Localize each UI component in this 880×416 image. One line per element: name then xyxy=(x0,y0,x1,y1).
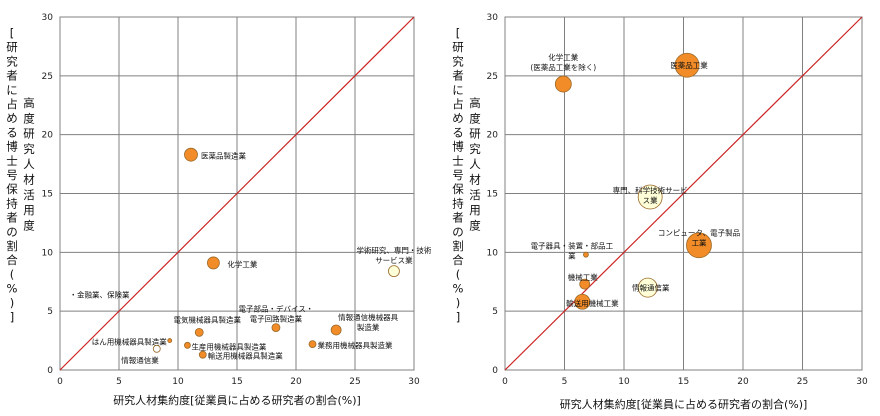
scatter-chart-left: 0 5 10 15 20 25 30 0 5 10 15 20 25 30 研究人材集約度[従業員に占める研… xyxy=(6,13,432,407)
data-label: 輸送用機械工業 xyxy=(566,298,619,308)
y-axis-label: 高度研究人材活用度 xyxy=(469,96,481,232)
y-tick-label: 30 xyxy=(487,13,499,23)
data-point[interactable] xyxy=(152,344,161,353)
y-axis-sublabel: [研究者に占める博士号保持者の割合(%)] xyxy=(6,26,18,324)
x-tick-label: 30 xyxy=(408,377,420,387)
data-point[interactable] xyxy=(674,52,700,78)
x-tick-label: 15 xyxy=(231,377,242,387)
data-label: ・金融業、保険業 xyxy=(70,290,130,300)
x-axis-label: 研究人材集約度[従業員に占める研究者の割合(%)] xyxy=(113,393,361,407)
data-point[interactable] xyxy=(198,350,207,359)
y-tick-label: 0 xyxy=(492,366,498,376)
y-tick-label: 20 xyxy=(487,131,499,141)
x-tick-label: 30 xyxy=(856,377,868,387)
y-tick-label: 20 xyxy=(42,131,54,141)
data-label: 学術研究、専門・技術サービス業 xyxy=(356,245,431,265)
data-label: 医薬品工業 xyxy=(670,60,708,70)
data-point[interactable] xyxy=(308,340,317,349)
y-axis-label: 高度研究人材活用度 xyxy=(23,96,35,232)
y-tick-label: 5 xyxy=(492,307,498,317)
data-point[interactable] xyxy=(388,265,400,278)
data-point[interactable] xyxy=(330,324,342,336)
x-tick-label: 20 xyxy=(737,377,749,387)
x-tick-label: 10 xyxy=(172,377,184,387)
x-tick-label: 25 xyxy=(797,377,808,387)
y-tick-label: 10 xyxy=(42,248,54,258)
y-tick-label: 25 xyxy=(487,72,498,82)
x-tick-label: 0 xyxy=(502,377,508,387)
x-axis-label: 研究人材集約度[従業員に占める研究者の割合(%)] xyxy=(560,397,808,411)
data-point[interactable] xyxy=(637,184,663,210)
x-tick-label: 20 xyxy=(290,377,302,387)
y-tick-label: 5 xyxy=(47,307,53,317)
data-label: 医薬品製造業 xyxy=(201,151,246,161)
data-point[interactable] xyxy=(554,75,572,93)
y-axis-sublabel: [研究者に占める博士号保持者の割合(%)] xyxy=(452,26,464,324)
y-tick-label: 30 xyxy=(42,13,54,23)
data-label: 情報通信業 xyxy=(632,283,670,293)
data-point[interactable] xyxy=(574,293,591,310)
data-label: 電子器具・装置・部品工業 xyxy=(531,241,614,261)
y-tick-label: 10 xyxy=(487,248,499,258)
diagonal-reference-line xyxy=(59,16,415,371)
y-tick-label: 25 xyxy=(42,72,53,82)
scatter-chart-right: 0 5 10 15 20 25 30 0 5 10 15 20 25 30 研究人材集約度[従業員に占める研… xyxy=(452,13,868,411)
data-label: 生産用機械器具製造業 xyxy=(191,341,266,351)
data-label: 情報通信機械器具製造業 xyxy=(338,312,398,332)
x-tick-label: 5 xyxy=(116,377,122,387)
data-point[interactable] xyxy=(579,278,591,290)
data-label: 電気機械器具製造業 xyxy=(173,314,241,324)
data-label: 電子部品・デバイス・電子回路製造業 xyxy=(239,304,314,324)
x-tick-label: 5 xyxy=(562,377,568,387)
data-label: 化学工業(医薬品工業を除く) xyxy=(530,52,596,72)
data-label: 機械工業 xyxy=(568,272,598,282)
x-tick-label: 10 xyxy=(618,377,630,387)
data-label: 化学工業 xyxy=(227,259,257,269)
data-point[interactable] xyxy=(637,277,658,298)
data-label: はん用機械器具製造業 xyxy=(92,337,167,347)
data-label: 情報通信業 xyxy=(121,355,159,365)
y-tick-label: 15 xyxy=(42,190,53,200)
data-point[interactable] xyxy=(184,147,198,162)
x-tick-label: 0 xyxy=(57,377,63,387)
y-tick-label: 0 xyxy=(47,366,53,376)
data-label: 業務用機械器具製造業 xyxy=(318,340,393,350)
diagonal-reference-line xyxy=(504,16,863,371)
x-tick-label: 25 xyxy=(349,377,360,387)
data-point[interactable] xyxy=(184,341,191,349)
data-point[interactable] xyxy=(686,232,712,259)
data-point[interactable] xyxy=(206,256,220,270)
x-tick-label: 15 xyxy=(678,377,689,387)
data-point[interactable] xyxy=(271,323,281,333)
data-label: コンピュータ、電子製品工業 xyxy=(658,227,740,247)
y-tick-label: 15 xyxy=(487,190,498,200)
data-point[interactable] xyxy=(167,338,173,343)
data-label: 輸送用機械器具製造業 xyxy=(208,351,283,361)
data-point[interactable] xyxy=(583,251,589,258)
data-point[interactable] xyxy=(194,327,204,337)
data-label: 専門、科学技術サービス業 xyxy=(613,185,688,205)
